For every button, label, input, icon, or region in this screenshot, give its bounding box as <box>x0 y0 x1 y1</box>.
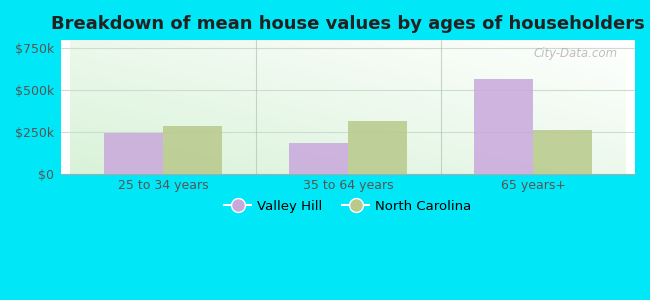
Bar <box>348 121 408 174</box>
Bar <box>104 133 163 174</box>
Legend: Valley Hill, North Carolina: Valley Hill, North Carolina <box>219 194 477 218</box>
Text: City-Data.com: City-Data.com <box>534 47 618 60</box>
Bar <box>533 130 592 174</box>
Bar <box>163 126 222 174</box>
Bar <box>474 79 533 174</box>
Bar <box>289 143 348 174</box>
Title: Breakdown of mean house values by ages of householders: Breakdown of mean house values by ages o… <box>51 15 645 33</box>
